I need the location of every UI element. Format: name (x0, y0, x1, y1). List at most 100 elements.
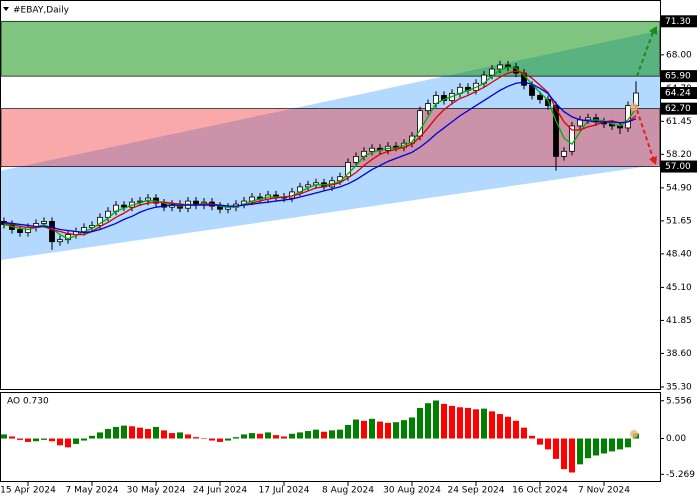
ao-bar (9, 436, 15, 439)
ao-bar (249, 433, 255, 439)
y-tick-label: 48.40 (666, 249, 692, 259)
ao-bar (33, 438, 39, 442)
down-arrowhead (649, 156, 657, 165)
ao-bar (361, 420, 367, 439)
y-tick-label: 51.65 (666, 216, 692, 226)
zone (0, 20, 661, 77)
ao-bar (57, 438, 63, 446)
ao-bar (569, 438, 575, 473)
ao-bar (585, 438, 591, 459)
ao-bar (81, 438, 87, 441)
y-tick-label: -5.269 (666, 470, 695, 480)
candle-body (561, 150, 567, 157)
ao-bar (25, 438, 31, 442)
zone (0, 108, 661, 167)
ao-bar (233, 437, 239, 439)
y-tick-label: 68.00 (666, 50, 692, 60)
ao-bar (185, 434, 191, 439)
ao-bar (65, 438, 71, 448)
candle-body (577, 119, 583, 127)
level-label-box (661, 102, 697, 115)
ao-bar (297, 432, 303, 439)
x-tick-label: 7 May 2024 (66, 486, 119, 496)
ao-bar (617, 438, 623, 450)
ao-bar (433, 400, 439, 439)
ao-bar (305, 431, 311, 439)
ao-bar (481, 408, 487, 439)
ao-bar (457, 407, 463, 439)
y-tick-label: 61.45 (666, 117, 692, 127)
x-tick-label: 24 Sep 2024 (447, 486, 504, 496)
candle-body (41, 220, 47, 224)
menu-icon (3, 7, 9, 11)
ao-bar (313, 429, 319, 439)
signal-marker (630, 430, 638, 438)
candle-body (497, 64, 503, 70)
ao-bar (97, 432, 103, 439)
candle-body (545, 99, 551, 107)
ao-bar (593, 438, 599, 456)
ao-bar (521, 427, 527, 439)
x-tick-label: 15 Apr 2024 (0, 486, 56, 496)
ao-bar (1, 434, 7, 439)
ao-bar (553, 438, 559, 459)
ao-bar (281, 436, 287, 439)
x-tick-label: 16 Oct 2024 (512, 486, 568, 496)
ao-bar (625, 438, 631, 448)
y-tick-label: 35.30 (666, 382, 692, 392)
candle-body (569, 125, 575, 152)
ao-bar (425, 403, 431, 439)
level-label-box (661, 160, 697, 173)
moving-average (3, 70, 637, 236)
moving-average (3, 81, 637, 234)
ao-bar (393, 422, 399, 439)
ao-bar (449, 405, 455, 439)
candle-body (537, 95, 543, 100)
ao-bar (129, 426, 135, 439)
ao-bar (441, 403, 447, 439)
ao-bar (121, 425, 127, 439)
ao-bar (217, 438, 223, 442)
ao-bar (169, 433, 175, 439)
ao-bar (73, 438, 79, 444)
y-tick-label: 38.60 (666, 349, 692, 359)
candle-body (529, 84, 535, 96)
ao-title: AO 0.730 (7, 397, 49, 407)
y-tick-label: 54.90 (666, 183, 692, 193)
x-tick-label: 17 Jul 2024 (259, 486, 310, 496)
y-tick-label: 0.00 (666, 434, 686, 444)
candle-body (345, 162, 351, 178)
ao-bar (369, 418, 375, 439)
ao-bar (137, 427, 143, 439)
ao-bar (241, 434, 247, 439)
ao-bar (145, 429, 151, 439)
ao-bar (545, 438, 551, 450)
ao-bar (561, 438, 567, 470)
ao-bar (17, 438, 23, 440)
ao-bar (257, 433, 263, 439)
moving-average (3, 66, 637, 240)
ao-bar (113, 426, 119, 439)
ao-bar (337, 429, 343, 439)
down-arrow (636, 109, 654, 159)
y-tick-label: 58.20 (666, 150, 692, 160)
up-arrow (636, 31, 654, 77)
up-arrowhead (649, 26, 657, 35)
ao-bar (321, 431, 327, 439)
ao-bar (225, 438, 231, 441)
level-label: 71.30 (665, 17, 691, 27)
ao-bar (161, 430, 167, 439)
x-tick-label: 8 Aug 2024 (322, 486, 374, 496)
candle-body (417, 110, 423, 137)
ao-bar (537, 438, 543, 445)
candle-body (553, 105, 559, 157)
ao-bar (329, 430, 335, 439)
plot: 15 Apr 2024 7 May 2024 30 May 2024 24 Jun 2… (0, 15, 697, 496)
candle-body (17, 229, 23, 233)
ao-bar (473, 409, 479, 439)
y-tick-label: 45.10 (666, 283, 692, 293)
ao-bar (353, 419, 359, 439)
level-label: 57.00 (665, 162, 691, 172)
ao-bar (289, 433, 295, 439)
